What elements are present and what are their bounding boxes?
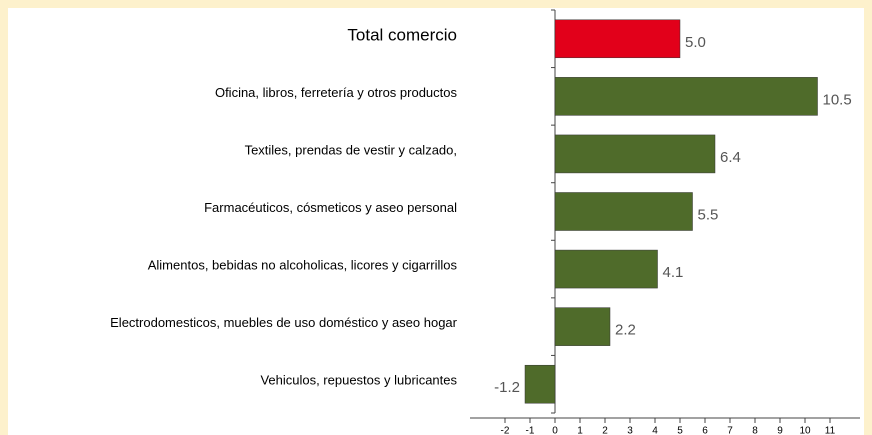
category-label: Vehiculos, repuestos y lubricantes (260, 373, 457, 388)
x-tick-label: 0 (552, 426, 558, 435)
x-tick-label: 6 (702, 426, 708, 435)
plot-panel (8, 8, 864, 435)
bar (524, 364, 556, 404)
value-label: 6.4 (720, 149, 741, 166)
value-label: -1.2 (494, 379, 520, 396)
value-label: 4.1 (663, 264, 684, 281)
x-tick-label: 1 (577, 426, 583, 435)
x-tick-label: 8 (752, 426, 758, 435)
bar (554, 77, 818, 116)
x-tick-label: 3 (627, 426, 633, 435)
bar (554, 249, 658, 289)
value-label: 2.2 (615, 322, 636, 339)
bar (554, 307, 611, 346)
x-tick-label: 9 (777, 426, 783, 435)
category-label: Total comercio (347, 25, 457, 44)
x-tick-label: 7 (727, 426, 733, 435)
value-label: 5.5 (698, 206, 719, 223)
category-label: Electrodomesticos, muebles de uso domést… (110, 315, 458, 330)
category-label: Oficina, libros, ferretería y otros prod… (215, 85, 458, 100)
bar (554, 192, 693, 231)
category-label: Textiles, prendas de vestir y calzado, (245, 142, 457, 157)
x-tick-label: 5 (677, 426, 683, 435)
x-tick-label: -1 (526, 426, 535, 435)
value-label: 5.0 (685, 34, 706, 51)
x-tick-label: 2 (602, 426, 608, 435)
x-tick-label: -2 (501, 426, 510, 435)
x-tick-label: 4 (652, 426, 658, 435)
category-label: Farmacéuticos, cósmeticos y aseo persona… (204, 200, 457, 215)
bar (554, 19, 681, 59)
value-label: 10.5 (823, 91, 852, 108)
x-tick-label: 11 (825, 426, 836, 435)
x-tick-label: 10 (799, 426, 811, 435)
bar (554, 134, 716, 174)
category-label: Alimentos, bebidas no alcoholicas, licor… (148, 258, 458, 273)
